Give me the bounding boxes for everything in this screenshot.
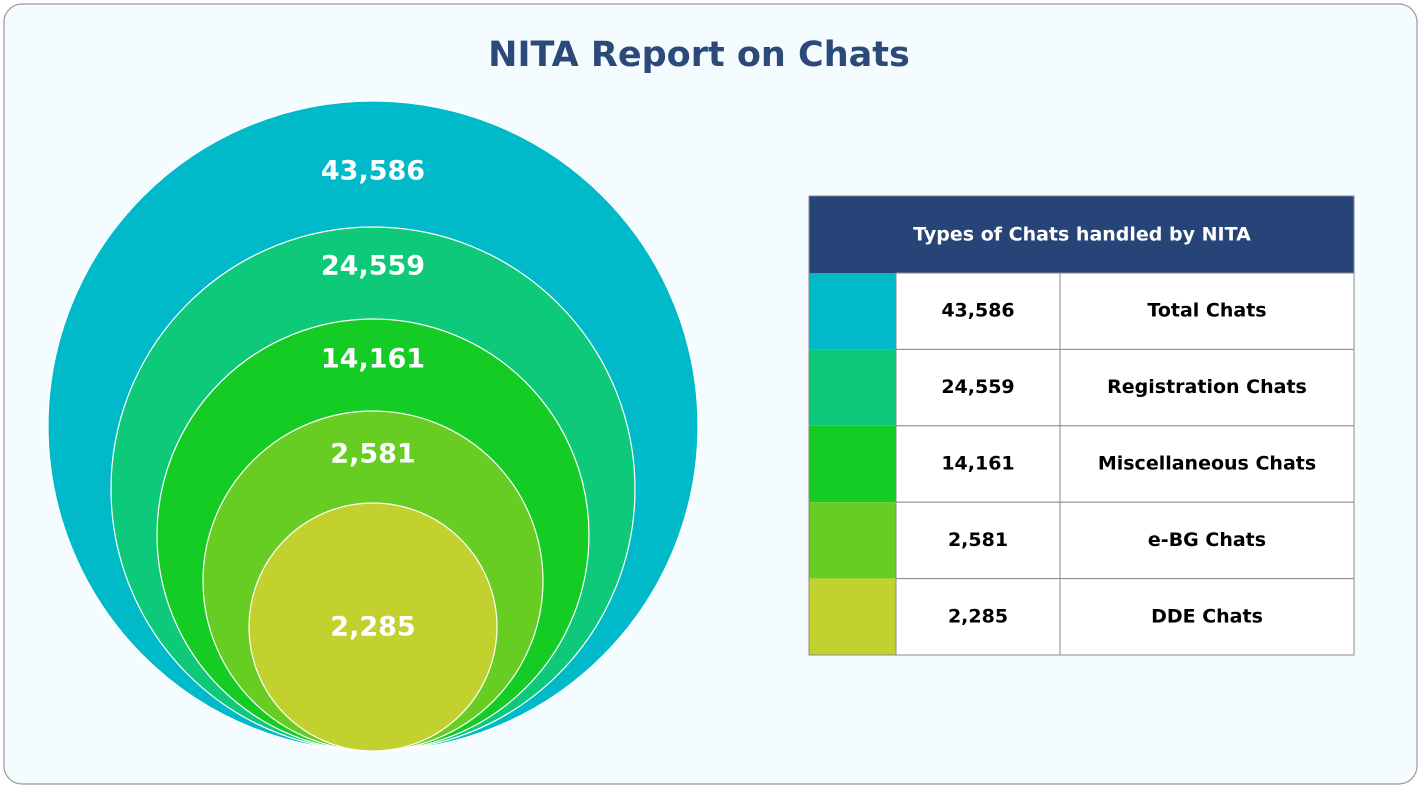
table-value: 14,161 xyxy=(941,453,1014,475)
table-value: 2,285 xyxy=(948,605,1008,627)
table-swatch xyxy=(809,273,896,350)
legend-label: Total Chats xyxy=(1147,300,1266,322)
chart-title: NITA Report on Chats xyxy=(488,35,910,75)
table-cell xyxy=(895,348,1061,427)
table-cell xyxy=(1059,348,1355,427)
circle xyxy=(248,502,498,752)
circle-label: 43,586 xyxy=(321,156,425,187)
circle-label: 14,161 xyxy=(321,344,425,375)
legend-label: e-BG Chats xyxy=(1148,529,1266,551)
table-swatch xyxy=(809,349,896,426)
table-swatch xyxy=(809,578,896,655)
legend-label: DDE Chats xyxy=(1151,605,1263,627)
table-cell xyxy=(1059,501,1355,580)
circle-label: 24,559 xyxy=(321,251,425,282)
legend-label: Miscellaneous Chats xyxy=(1098,453,1316,475)
table-value: 24,559 xyxy=(941,376,1014,398)
circles: 43,586 24,559 14,161 2,581 2,285 xyxy=(47,100,699,752)
table-cell xyxy=(1059,578,1355,656)
legend-table: Types of Chats handled by NITA 43,586 Tot… xyxy=(808,195,1355,656)
table-swatch xyxy=(809,425,896,503)
table-title: Types of Chats handled by NITA xyxy=(913,224,1251,246)
table-cell xyxy=(895,425,1061,503)
table-value: 43,586 xyxy=(941,300,1014,322)
circle-label: 2,581 xyxy=(330,439,415,470)
legend-label: Registration Chats xyxy=(1107,376,1307,398)
table-value: 2,581 xyxy=(948,529,1008,551)
table-border xyxy=(808,195,1355,656)
table-cell xyxy=(895,578,1061,656)
table-swatch xyxy=(809,502,896,579)
circle-label: 2,285 xyxy=(330,612,415,643)
table-header xyxy=(809,196,1354,273)
